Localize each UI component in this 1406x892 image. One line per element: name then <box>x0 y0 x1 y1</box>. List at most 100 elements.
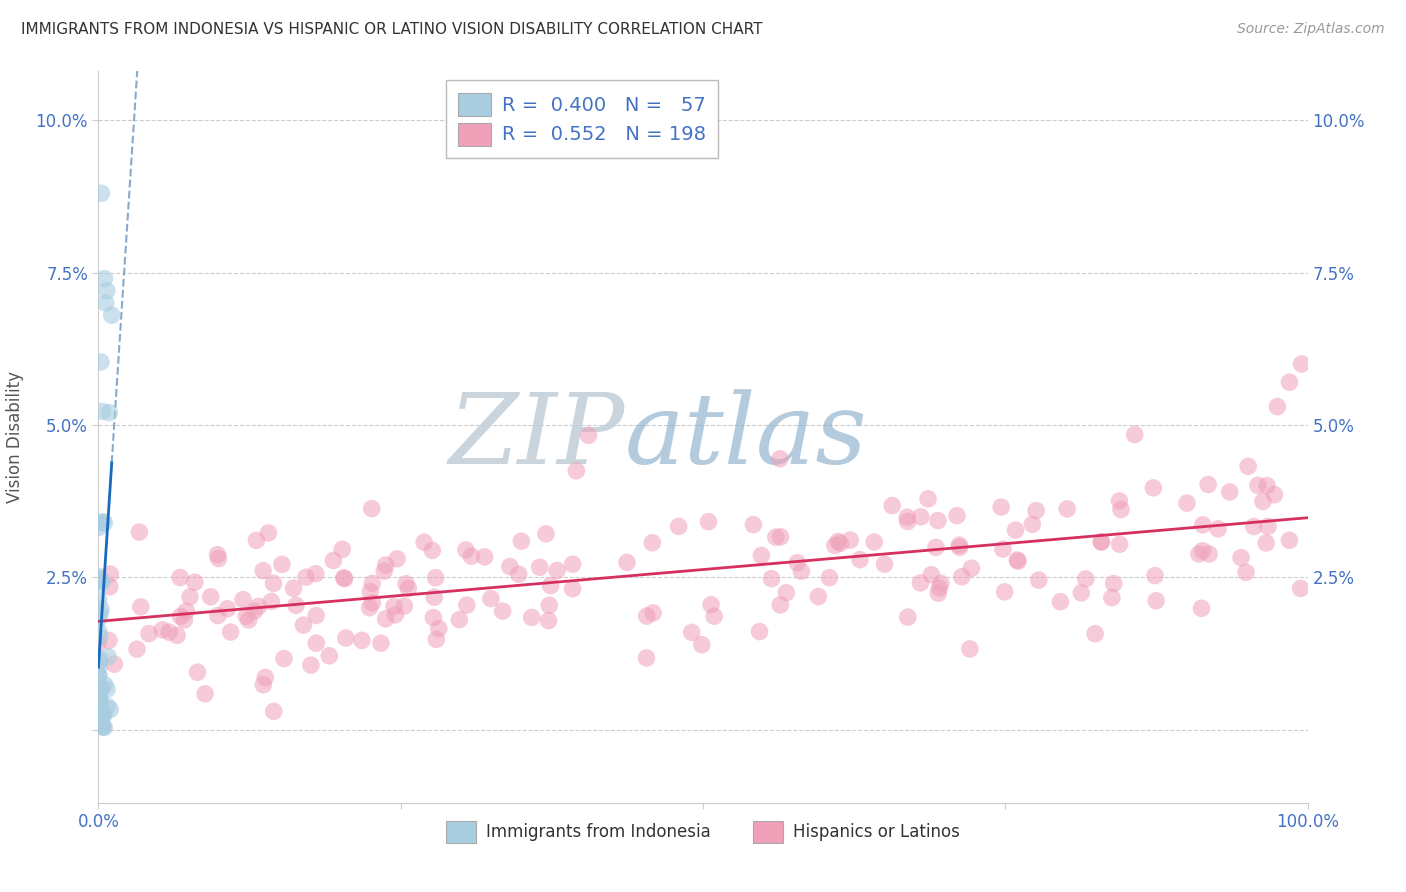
Point <box>91 720 114 734</box>
Point <box>219 625 242 640</box>
Point <box>959 642 981 657</box>
Point <box>90 572 112 586</box>
Point <box>129 599 152 614</box>
Point <box>1247 478 1270 492</box>
Point <box>616 555 638 569</box>
Point <box>89 706 111 720</box>
Point <box>882 499 904 513</box>
Point <box>169 570 191 584</box>
Point <box>917 491 939 506</box>
Point <box>87 706 110 721</box>
Point <box>561 582 583 596</box>
Point <box>90 682 112 697</box>
Point <box>97 633 120 648</box>
Point <box>96 699 118 714</box>
Text: ZIP: ZIP <box>449 390 624 484</box>
Point <box>138 626 160 640</box>
Point <box>950 570 973 584</box>
Point <box>90 574 112 588</box>
Point <box>350 633 373 648</box>
Point <box>565 464 588 478</box>
Point <box>991 542 1014 557</box>
Point <box>700 598 723 612</box>
Point <box>748 624 770 639</box>
Point <box>87 592 110 607</box>
Point <box>1206 522 1229 536</box>
Point <box>499 559 522 574</box>
Point <box>491 604 513 618</box>
Point <box>374 612 396 626</box>
Point <box>87 636 110 650</box>
Point <box>89 695 111 709</box>
Point <box>90 712 112 726</box>
Point <box>425 632 447 647</box>
Point <box>125 642 148 657</box>
Point <box>98 702 121 716</box>
Point <box>948 538 970 552</box>
Point <box>90 717 112 731</box>
Point <box>818 571 841 585</box>
Point <box>413 535 436 549</box>
Point <box>93 678 115 692</box>
Point <box>1143 568 1166 582</box>
Point <box>374 558 396 572</box>
Point <box>910 509 932 524</box>
Point <box>361 576 384 591</box>
Point <box>1278 375 1301 389</box>
Point <box>1102 576 1125 591</box>
Point <box>1237 459 1260 474</box>
Point <box>318 648 340 663</box>
Point <box>990 500 1012 514</box>
Point <box>91 719 114 733</box>
Point <box>422 610 444 624</box>
Point <box>150 623 173 637</box>
Point <box>194 687 217 701</box>
Point <box>927 586 949 600</box>
Point <box>1263 488 1285 502</box>
Point <box>87 660 110 674</box>
Point <box>305 608 328 623</box>
Point <box>1028 573 1050 587</box>
Point <box>166 628 188 642</box>
Point <box>252 564 274 578</box>
Point <box>1007 554 1029 568</box>
Point <box>641 606 664 620</box>
Point <box>786 556 808 570</box>
Point <box>184 575 207 590</box>
Point <box>839 533 862 548</box>
Point <box>561 558 583 572</box>
Point <box>790 565 813 579</box>
Point <box>94 296 117 310</box>
Point <box>896 510 918 524</box>
Point <box>207 551 229 566</box>
Point <box>1101 591 1123 605</box>
Point <box>98 580 121 594</box>
Point <box>335 631 357 645</box>
Point <box>769 451 792 466</box>
Point <box>89 652 111 666</box>
Point <box>910 575 932 590</box>
Point <box>128 524 150 539</box>
Point <box>292 618 315 632</box>
Point <box>90 355 112 369</box>
Point <box>245 533 267 548</box>
Point <box>960 561 983 575</box>
Point <box>510 534 533 549</box>
Point <box>697 515 720 529</box>
Point <box>89 693 111 707</box>
Point <box>641 535 664 549</box>
Point <box>1056 501 1078 516</box>
Point <box>90 516 112 530</box>
Point <box>93 720 115 734</box>
Point <box>1219 484 1241 499</box>
Point <box>1251 494 1274 508</box>
Point <box>456 598 478 612</box>
Point <box>668 519 690 533</box>
Point <box>186 665 208 680</box>
Point <box>1191 543 1213 558</box>
Point <box>508 567 530 582</box>
Point <box>1256 478 1278 492</box>
Point <box>91 575 114 590</box>
Point <box>295 570 318 584</box>
Point <box>394 599 416 613</box>
